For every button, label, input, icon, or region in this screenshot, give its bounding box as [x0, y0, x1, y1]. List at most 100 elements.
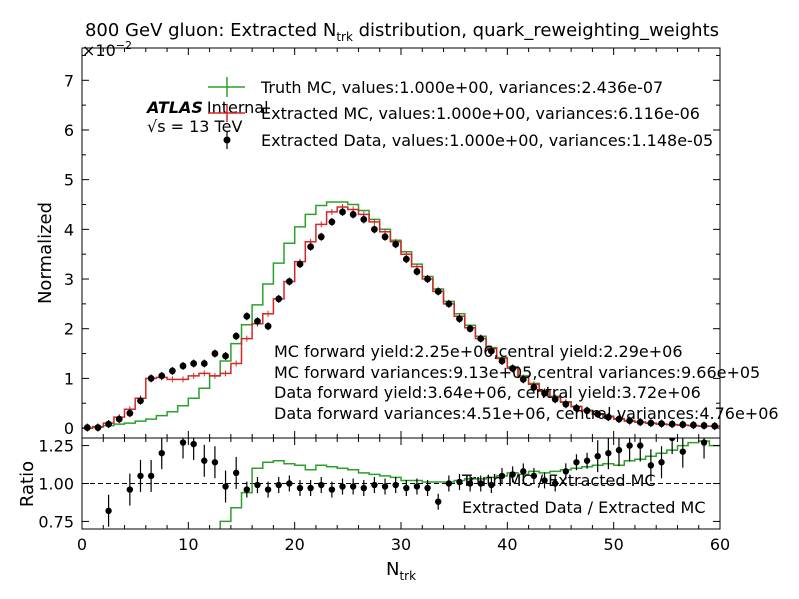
ratio-point-extracted-data-extracted-mc	[445, 480, 453, 487]
ratio-legend: Truth MC / Extracted MC Extracted Data /…	[461, 471, 706, 517]
main-point-extracted-data	[413, 268, 421, 275]
ratio-point-extracted-data-extracted-mc	[147, 472, 155, 480]
ratio-point-extracted-data-extracted-mc	[105, 507, 112, 514]
main-ytick-label: 4	[64, 220, 74, 239]
main-point-extracted-data	[190, 360, 198, 367]
energy-label-value: = 13 TeV	[166, 117, 243, 136]
ratio-point-extracted-data-extracted-mc	[530, 472, 538, 480]
main-point-extracted-data	[594, 410, 602, 418]
main-point-extracted-data	[392, 240, 400, 248]
ratio-point-extracted-data-extracted-mc	[668, 438, 676, 442]
main-point-extracted-data	[126, 409, 134, 417]
y-multiplier: ×10−2	[82, 39, 132, 60]
ratio-point-extracted-data-extracted-mc	[381, 483, 389, 490]
ratio-point-extracted-data-extracted-mc	[573, 459, 580, 466]
main-point-extracted-data	[264, 322, 272, 330]
ratio-plot-area	[82, 438, 720, 529]
ratio-ytick-label: 0.75	[38, 512, 74, 531]
legend-extracted-data-marker	[223, 136, 231, 144]
main-ytick-label: 3	[64, 270, 74, 289]
ratio-point-extracted-data-extracted-mc	[477, 480, 484, 487]
ratio-point-extracted-data-extracted-mc	[328, 486, 336, 493]
main-plot-area	[82, 201, 720, 432]
main-point-extracted-data	[530, 383, 538, 391]
legend-extracted-mc: Extracted MC, values:1.000e+00, variance…	[208, 104, 700, 123]
ratio-point-extracted-data-extracted-mc	[658, 459, 665, 466]
main-point-extracted-data	[647, 419, 655, 427]
ratio-point-extracted-data-extracted-mc	[435, 498, 442, 505]
legend-extracted-data-label: Extracted Data, values:1.000e+00, varian…	[261, 131, 713, 150]
main-point-extracted-data	[434, 288, 442, 295]
ratio-point-extracted-data-extracted-mc	[488, 481, 495, 489]
ratio-point-extracted-data-extracted-mc	[392, 481, 399, 489]
main-point-extracted-data	[168, 367, 176, 375]
ratio-point-extracted-data-extracted-mc	[562, 468, 570, 475]
main-ytick-label: 1	[64, 369, 74, 388]
main-point-extracted-data	[179, 362, 187, 370]
main-point-extracted-data	[604, 413, 612, 421]
main-point-extracted-data	[658, 420, 665, 427]
annotation-mc-variances: MC forward variances:9.13e+05,central va…	[274, 363, 760, 382]
main-point-extracted-data	[211, 350, 219, 357]
ratio-xtick-label: 30	[391, 535, 411, 554]
ratio-point-extracted-data-extracted-mc	[222, 483, 229, 490]
main-point-extracted-data	[328, 218, 336, 226]
ratio-point-extracted-data-extracted-mc	[275, 481, 282, 489]
ratio-xtick-label: 50	[603, 535, 623, 554]
main-point-extracted-data	[381, 233, 389, 241]
ratio-legend-truth-label: Truth MC / Extracted MC	[461, 471, 656, 490]
main-point-extracted-data	[498, 357, 506, 365]
main-y-axis-label: Normalized	[35, 202, 56, 304]
ratio-point-extracted-data-extracted-mc	[286, 480, 293, 487]
ratio-point-extracted-data-extracted-mc	[360, 484, 367, 492]
ratio-point-extracted-data-extracted-mc	[626, 442, 633, 449]
ratio-point-extracted-data-extracted-mc	[403, 484, 410, 492]
ratio-point-extracted-data-extracted-mc	[424, 484, 431, 492]
ratio-ytick-label: 1.00	[38, 475, 74, 494]
main-point-extracted-data	[424, 275, 431, 283]
main-point-extracted-data	[690, 421, 697, 429]
ratio-point-extracted-data-extracted-mc	[318, 481, 325, 489]
annotation-data-yield: Data forward yield:3.64e+06, central yie…	[274, 383, 701, 402]
legend-extracted-data: Extracted Data, values:1.000e+00, varian…	[223, 131, 713, 150]
main-point-extracted-data	[232, 332, 240, 340]
main-point-extracted-data	[636, 418, 644, 426]
ratio-point-extracted-data-extracted-mc	[179, 439, 187, 446]
ratio-xtick-label: 20	[284, 535, 304, 554]
main-point-extracted-data	[551, 395, 559, 403]
main-point-extracted-data	[615, 415, 623, 423]
ratio-point-extracted-data-extracted-mc	[254, 481, 261, 489]
energy-label-sqrt: √s	[147, 117, 166, 136]
main-point-extracted-data	[487, 347, 495, 355]
main-point-extracted-data	[573, 404, 580, 412]
ratio-axis-ticks: 0.75 1.00 1.25 0 10 20 30 40 50 60	[38, 437, 730, 554]
ratio-point-extracted-data-extracted-mc	[307, 484, 314, 492]
main-point-extracted-data	[402, 255, 410, 263]
main-point-extracted-data	[222, 352, 229, 360]
main-point-extracted-data	[115, 415, 123, 423]
ratio-point-extracted-data-extracted-mc	[264, 486, 272, 493]
main-point-extracted-data	[477, 335, 485, 343]
ratio-point-extracted-data-extracted-mc	[190, 440, 197, 448]
main-ytick-label: 7	[64, 71, 74, 90]
ratio-ytick-label: 1.25	[38, 437, 74, 456]
main-point-extracted-data	[583, 407, 591, 415]
main-point-extracted-data	[679, 421, 687, 428]
main-point-extracted-data	[200, 360, 208, 367]
ratio-axes-frame	[81, 437, 721, 530]
ratio-point-extracted-data-extracted-mc	[339, 483, 346, 490]
ratio-point-extracted-data-extracted-mc	[615, 446, 623, 454]
main-ytick-label: 0	[64, 419, 74, 438]
ratio-point-extracted-data-extracted-mc	[211, 459, 219, 466]
main-point-extracted-data	[562, 400, 570, 408]
legend-truth-mc: Truth MC, values:1.000e+00, variances:2.…	[208, 77, 663, 97]
x-axis-label-subscript: trk	[399, 569, 416, 583]
main-point-extracted-data	[700, 422, 708, 429]
ratio-point-extracted-data-extracted-mc	[243, 486, 251, 493]
x-axis-label-main: N	[386, 559, 399, 580]
ratio-point-extracted-data-extracted-mc	[605, 449, 612, 457]
ratio-xtick-label: 10	[178, 535, 198, 554]
ratio-point-extracted-data-extracted-mc	[637, 442, 644, 449]
main-point-extracted-data	[339, 208, 346, 216]
